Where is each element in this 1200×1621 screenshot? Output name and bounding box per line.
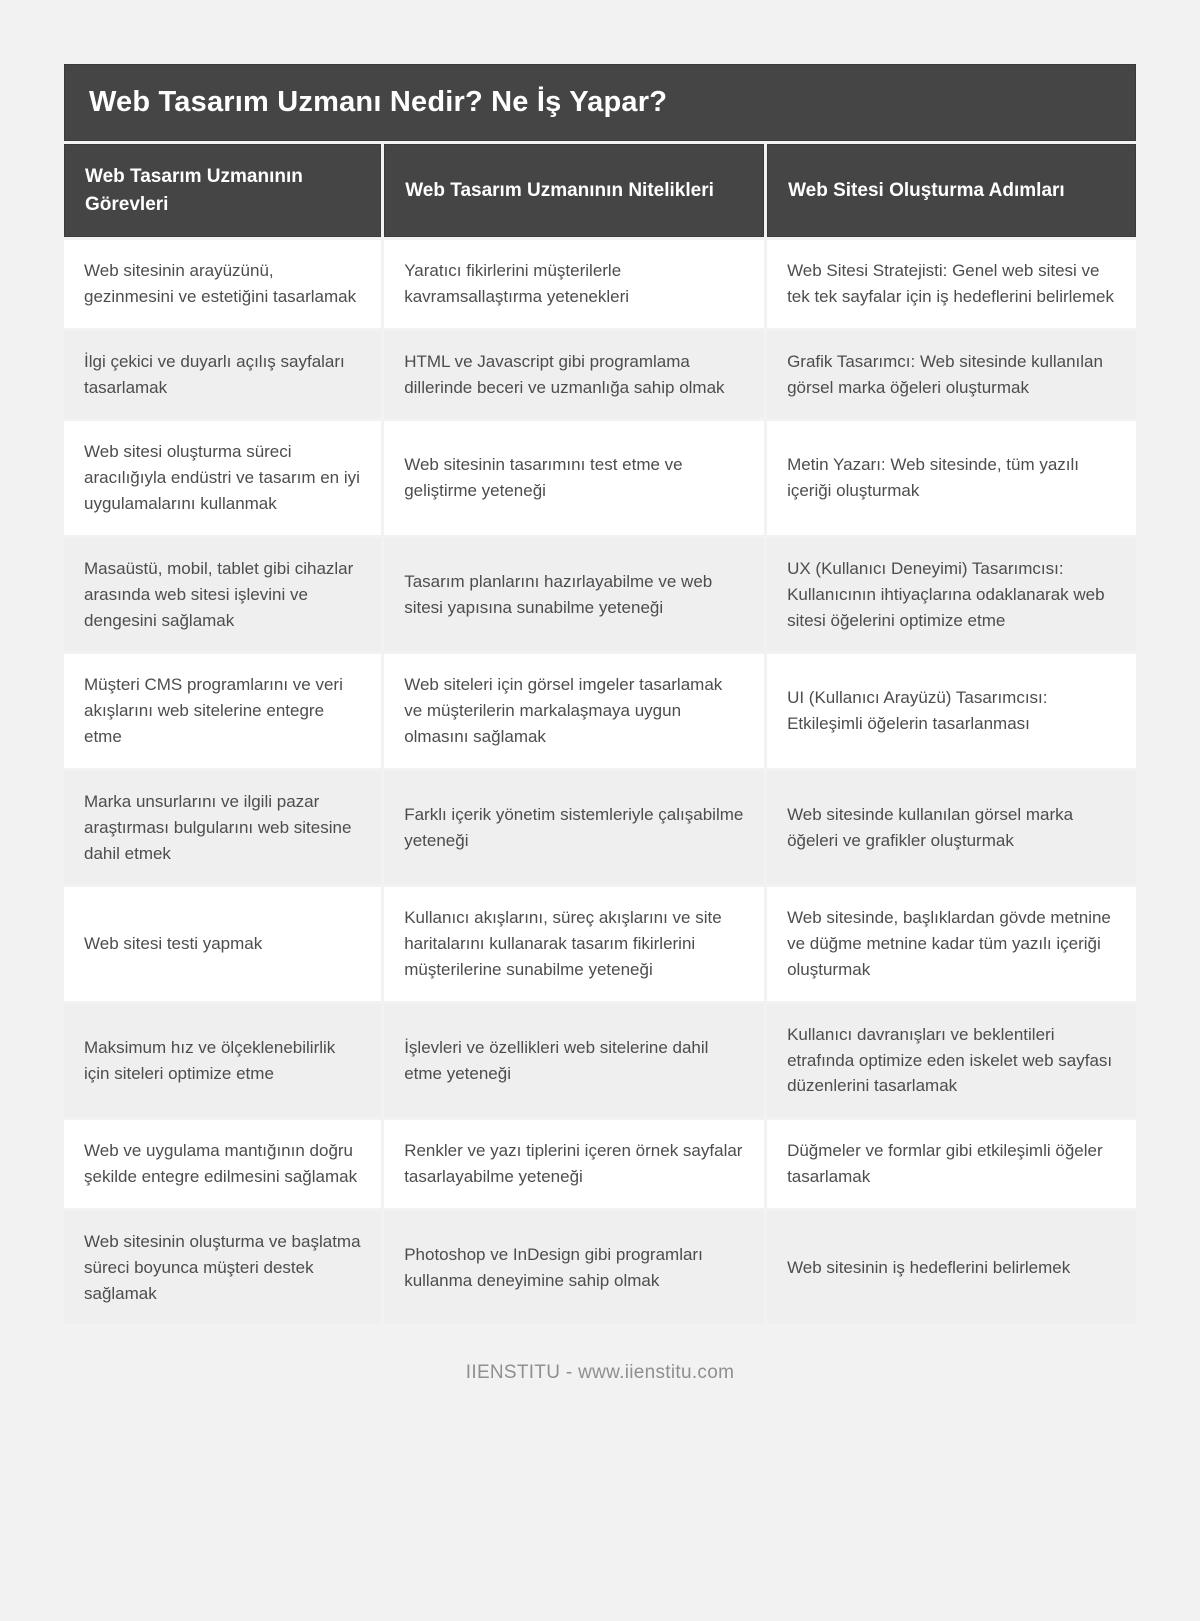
table-cell-text: Müşteri CMS programlarını ve veri akışla… bbox=[84, 675, 343, 747]
table-cell-text: Web sitesinde kullanılan görsel marka öğ… bbox=[787, 804, 1074, 850]
table-cell-r2-c1: İlgi çekici ve duyarlı açılış sayfaları … bbox=[64, 330, 382, 419]
page-title: Web Tasarım Uzmanı Nedir? Ne İş Yapar? bbox=[64, 64, 1136, 141]
table-cell-r10-c3: Web sitesinin iş hedeflerini belirlemek bbox=[767, 1210, 1136, 1325]
table-cell-text: Kullanıcı davranışları ve beklentileri e… bbox=[787, 1024, 1113, 1096]
table-cell-text: Web sitesinde, başlıklardan gövde metnin… bbox=[787, 908, 1111, 979]
comparison-table: Web Tasarım Uzmanı Nedir? Ne İş Yapar? W… bbox=[64, 64, 1136, 1325]
table-cell-r1-c1: Web sitesinin arayüzünü, gezinmesini ve … bbox=[64, 240, 382, 328]
table-cell-r2-c2: HTML ve Javascript gibi programlama dill… bbox=[384, 330, 765, 419]
table-cell-text: Web sitesi testi yapmak bbox=[84, 934, 263, 954]
table-grid: Web Tasarım Uzmanının Görevleri Web Tasar… bbox=[64, 144, 1136, 1325]
table-cell-text: HTML ve Javascript gibi programlama dill… bbox=[404, 351, 725, 397]
table-cell-text: UX (Kullanıcı Deneyimi) Tasarımcısı: Kul… bbox=[787, 558, 1105, 630]
table-cell-r7-c1: Web sitesi testi yapmak bbox=[64, 887, 382, 1001]
table-cell-text: Yaratıcı fikirlerini müşterilerle kavram… bbox=[404, 261, 630, 306]
table-cell-text: Tasarım planlarını hazırlayabilme ve web… bbox=[404, 571, 713, 617]
table-cell-text: Masaüstü, mobil, tablet gibi cihazlar ar… bbox=[84, 558, 354, 630]
table-cell-r8-c2: İşlevleri ve özellikleri web sitelerine … bbox=[384, 1003, 765, 1118]
table-cell-text: İşlevleri ve özellikleri web sitelerine … bbox=[404, 1037, 709, 1083]
table-cell-text: Renkler ve yazı tiplerini içeren örnek s… bbox=[404, 1141, 743, 1187]
table-cell-r5-c1: Müşteri CMS programlarını ve veri akışla… bbox=[64, 654, 382, 768]
table-cell-text: Photoshop ve InDesign gibi programları k… bbox=[404, 1244, 703, 1290]
table-cell-text: Farklı içerik yönetim sistemleriyle çalı… bbox=[404, 804, 744, 850]
table-cell-r2-c3: Grafik Tasarımcı: Web sitesinde kullanıl… bbox=[767, 330, 1136, 419]
table-cell-text: Düğmeler ve formlar gibi etkileşimli öğe… bbox=[787, 1141, 1103, 1187]
table-cell-text: Web sitesinin oluşturma ve başlatma süre… bbox=[84, 1231, 361, 1303]
table-cell-text: Maksimum hız ve ölçeklenebilirlik için s… bbox=[84, 1037, 336, 1083]
table-cell-r3-c3: Metin Yazarı: Web sitesinde, tüm yazılı … bbox=[767, 421, 1136, 535]
table-cell-r8-c3: Kullanıcı davranışları ve beklentileri e… bbox=[767, 1003, 1136, 1118]
table-cell-r5-c3: UI (Kullanıcı Arayüzü) Tasarımcısı: Etki… bbox=[767, 654, 1136, 768]
table-cell-r5-c2: Web siteleri için görsel imgeler tasarla… bbox=[384, 654, 765, 768]
table-cell-text: Marka unsurlarını ve ilgili pazar araştı… bbox=[84, 791, 352, 863]
column-header-gorevler: Web Tasarım Uzmanının Görevleri bbox=[64, 144, 382, 238]
table-cell-r9-c3: Düğmeler ve formlar gibi etkileşimli öğe… bbox=[767, 1120, 1136, 1208]
table-cell-r10-c1: Web sitesinin oluşturma ve başlatma süre… bbox=[64, 1210, 382, 1325]
footer-credit: IIENSTITU - www.iienstitu.com bbox=[465, 1362, 735, 1384]
table-cell-r4-c1: Masaüstü, mobil, tablet gibi cihazlar ar… bbox=[64, 537, 382, 652]
table-cell-text: Kullanıcı akışlarını, süreç akışlarını v… bbox=[404, 908, 722, 979]
table-cell-text: Web sitesi oluşturma süreci aracılığıyla… bbox=[84, 442, 360, 514]
table-cell-text: Metin Yazarı: Web sitesinde, tüm yazılı … bbox=[787, 455, 1080, 501]
table-cell-text: Web sitesinin iş hedeflerini belirlemek bbox=[787, 1257, 1071, 1277]
table-cell-text: Grafik Tasarımcı: Web sitesinde kullanıl… bbox=[787, 351, 1103, 397]
table-cell-r7-c2: Kullanıcı akışlarını, süreç akışlarını v… bbox=[384, 887, 765, 1001]
table-cell-text: UI (Kullanıcı Arayüzü) Tasarımcısı: Etki… bbox=[787, 688, 1048, 734]
table-cell-text: Web ve uygulama mantığının doğru şekilde… bbox=[84, 1141, 358, 1187]
table-cell-r6-c2: Farklı içerik yönetim sistemleriyle çalı… bbox=[384, 770, 765, 885]
table-cell-r9-c2: Renkler ve yazı tiplerini içeren örnek s… bbox=[384, 1120, 765, 1208]
table-cell-r4-c2: Tasarım planlarını hazırlayabilme ve web… bbox=[384, 537, 765, 652]
table-cell-r6-c3: Web sitesinde kullanılan görsel marka öğ… bbox=[767, 770, 1136, 885]
table-cell-r9-c1: Web ve uygulama mantığının doğru şekilde… bbox=[64, 1120, 382, 1208]
table-cell-text: Web siteleri için görsel imgeler tasarla… bbox=[404, 675, 723, 747]
table-cell-r3-c2: Web sitesinin tasarımını test etme ve ge… bbox=[384, 421, 765, 535]
table-cell-r10-c2: Photoshop ve InDesign gibi programları k… bbox=[384, 1210, 765, 1325]
table-cell-r3-c1: Web sitesi oluşturma süreci aracılığıyla… bbox=[64, 421, 382, 535]
table-cell-text: İlgi çekici ve duyarlı açılış sayfaları … bbox=[84, 351, 345, 397]
table-cell-r6-c1: Marka unsurlarını ve ilgili pazar araştı… bbox=[64, 770, 382, 885]
table-cell-r8-c1: Maksimum hız ve ölçeklenebilirlik için s… bbox=[64, 1003, 382, 1118]
table-cell-r4-c3: UX (Kullanıcı Deneyimi) Tasarımcısı: Kul… bbox=[767, 537, 1136, 652]
table-cell-text: Web Sitesi Stratejisti: Genel web sitesi… bbox=[787, 261, 1114, 306]
table-cell-r7-c3: Web sitesinde, başlıklardan gövde metnin… bbox=[767, 887, 1136, 1001]
table-cell-r1-c2: Yaratıcı fikirlerini müşterilerle kavram… bbox=[384, 240, 765, 328]
table-cell-text: Web sitesinin arayüzünü, gezinmesini ve … bbox=[84, 261, 357, 306]
table-cell-text: Web sitesinin tasarımını test etme ve ge… bbox=[404, 455, 683, 501]
column-header-nitelikler: Web Tasarım Uzmanının Nitelikleri bbox=[384, 144, 765, 238]
table-cell-r1-c3: Web Sitesi Stratejisti: Genel web sitesi… bbox=[767, 240, 1136, 328]
column-header-adimlar: Web Sitesi Oluşturma Adımları bbox=[767, 144, 1136, 238]
